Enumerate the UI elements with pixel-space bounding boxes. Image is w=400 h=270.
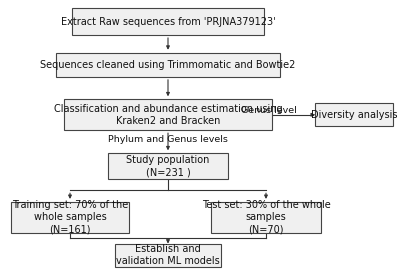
Text: Test set: 30% of the whole
samples
(N=70): Test set: 30% of the whole samples (N=70… <box>202 200 330 235</box>
FancyBboxPatch shape <box>72 8 264 35</box>
Text: Training set: 70% of the
whole samples
(N=161): Training set: 70% of the whole samples (… <box>12 200 128 235</box>
Text: Extract Raw sequences from 'PRJNA379123': Extract Raw sequences from 'PRJNA379123' <box>61 16 275 27</box>
FancyBboxPatch shape <box>56 53 280 77</box>
FancyBboxPatch shape <box>108 153 228 179</box>
FancyBboxPatch shape <box>115 244 221 267</box>
Text: Genus level: Genus level <box>241 106 297 115</box>
Text: Classification and abundance estimation using
Kraken2 and Bracken: Classification and abundance estimation … <box>54 104 282 126</box>
FancyBboxPatch shape <box>11 202 129 233</box>
Text: Establish and
validation ML models: Establish and validation ML models <box>116 244 220 266</box>
FancyBboxPatch shape <box>211 202 321 233</box>
FancyBboxPatch shape <box>64 99 272 130</box>
Text: Sequences cleaned using Trimmomatic and Bowtie2: Sequences cleaned using Trimmomatic and … <box>40 60 296 70</box>
Text: Study population
(N=231 ): Study population (N=231 ) <box>126 155 210 177</box>
Text: Diversity analysis: Diversity analysis <box>311 110 397 120</box>
Text: Phylum and Genus levels: Phylum and Genus levels <box>108 134 228 144</box>
FancyBboxPatch shape <box>315 103 393 126</box>
